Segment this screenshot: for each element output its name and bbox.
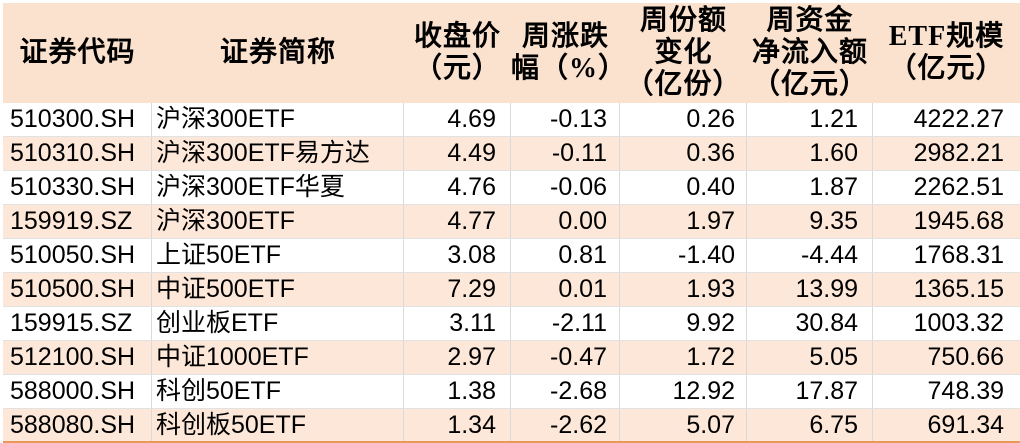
cell-code: 588080.SH <box>3 409 152 441</box>
cell-etf-scale: 2982.21 <box>913 139 1004 167</box>
cell-name: 创业板ETF <box>152 307 404 340</box>
cell-name: 中证1000ETF <box>152 341 404 374</box>
cell-net-inflow: 1.21 <box>747 103 873 136</box>
cell-week-change: 0.81 <box>511 239 620 272</box>
table-row: 159919.SZ 沪深300ETF 4.77 0.00 1.97 9.35 1… <box>3 205 1020 239</box>
cell-code: 510050.SH <box>3 239 152 272</box>
cell-share-change: 12.92 <box>620 375 747 408</box>
cell-etf-scale: 691.34 <box>927 411 1004 439</box>
cell-etf-scale: 1365.15 <box>913 275 1004 303</box>
cell-share-change: 0.40 <box>620 171 747 204</box>
table-row: 510310.SH 沪深300ETF易方达 4.49 -0.11 0.36 1.… <box>3 137 1020 171</box>
cell-etf-scale: 1003.32 <box>913 309 1004 337</box>
cell-close: 3.08 <box>404 239 511 272</box>
cell-code: 510330.SH <box>3 171 152 204</box>
table-row: 510300.SH 沪深300ETF 4.69 -0.13 0.26 1.21 … <box>3 103 1020 137</box>
cell-name: 沪深300ETF <box>152 103 404 136</box>
cell-week-change: -2.62 <box>511 409 620 441</box>
cell-week-change: -2.68 <box>511 375 620 408</box>
cell-share-change: 5.07 <box>620 409 747 441</box>
cell-name: 沪深300ETF华夏 <box>152 171 404 204</box>
cell-week-change: -0.47 <box>511 341 620 374</box>
cell-week-change: -2.11 <box>511 307 620 340</box>
cell-etf-scale: 1945.68 <box>913 207 1004 235</box>
cell-net-inflow: 9.35 <box>747 205 873 238</box>
header-cell-week-change: 周涨跌 幅（%） <box>511 21 628 84</box>
cell-week-change: -0.13 <box>511 103 620 136</box>
cell-etf-scale: 748.39 <box>927 377 1004 405</box>
cell-code: 512100.SH <box>3 341 152 374</box>
cell-close: 3.11 <box>404 307 511 340</box>
cell-close: 4.69 <box>404 103 511 136</box>
header-cell-close: 收盘价 （元） <box>413 21 501 84</box>
cell-net-inflow: 1.87 <box>747 171 873 204</box>
cell-share-change: 9.92 <box>620 307 747 340</box>
cell-code: 510500.SH <box>3 273 152 306</box>
cell-etf-scale: 750.66 <box>927 343 1004 371</box>
cell-week-change: 0.00 <box>511 205 620 238</box>
cell-close: 7.29 <box>404 273 511 306</box>
cell-week-change: -0.11 <box>511 137 620 170</box>
header-cell-etf-scale: ETF规模 （亿元） <box>888 21 1005 84</box>
cell-close: 4.77 <box>404 205 511 238</box>
table-row: 510330.SH 沪深300ETF华夏 4.76 -0.06 0.40 1.8… <box>3 171 1020 205</box>
cell-code: 588000.SH <box>3 375 152 408</box>
cell-name: 沪深300ETF <box>152 205 404 238</box>
table-row: 510050.SH 上证50ETF 3.08 0.81 -1.40 -4.44 … <box>3 239 1020 273</box>
cell-etf-scale: 4222.27 <box>913 105 1004 133</box>
cell-net-inflow: 17.87 <box>747 375 873 408</box>
cell-name: 科创板50ETF <box>152 409 404 441</box>
cell-week-change: 0.01 <box>511 273 620 306</box>
cell-net-inflow: -4.44 <box>747 239 873 272</box>
table-row: 510500.SH 中证500ETF 7.29 0.01 1.93 13.99 … <box>3 273 1020 307</box>
cell-net-inflow: 6.75 <box>747 409 873 441</box>
cell-name: 沪深300ETF易方达 <box>152 137 404 170</box>
header-cell-name: 证券简称 <box>219 37 336 68</box>
cell-code: 159919.SZ <box>3 205 152 238</box>
cell-name: 科创50ETF <box>152 375 404 408</box>
cell-close: 2.97 <box>404 341 511 374</box>
cell-name: 中证500ETF <box>152 273 404 306</box>
cell-net-inflow: 1.60 <box>747 137 873 170</box>
etf-flow-table: 证券代码 证券简称 收盘价 （元） 周涨跌 幅（%） 周份额 变化 （亿份） 周… <box>3 3 1020 443</box>
header-cell-code: 证券代码 <box>19 37 136 68</box>
cell-share-change: 1.72 <box>620 341 747 374</box>
table-row: 588080.SH 科创板50ETF 1.34 -2.62 5.07 6.75 … <box>3 409 1020 441</box>
cell-close: 1.34 <box>404 409 511 441</box>
cell-code: 159915.SZ <box>3 307 152 340</box>
cell-net-inflow: 13.99 <box>747 273 873 306</box>
cell-share-change: 1.93 <box>620 273 747 306</box>
cell-close: 4.76 <box>404 171 511 204</box>
cell-week-change: -0.06 <box>511 171 620 204</box>
table-row: 588000.SH 科创50ETF 1.38 -2.68 12.92 17.87… <box>3 375 1020 409</box>
cell-close: 4.49 <box>404 137 511 170</box>
cell-share-change: 0.26 <box>620 103 747 136</box>
cell-code: 510300.SH <box>3 103 152 136</box>
table-row: 159915.SZ 创业板ETF 3.11 -2.11 9.92 30.84 1… <box>3 307 1020 341</box>
cell-etf-scale: 2262.51 <box>913 173 1004 201</box>
table-row: 512100.SH 中证1000ETF 2.97 -0.47 1.72 5.05… <box>3 341 1020 375</box>
header-cell-share-change: 周份额 变化 （亿份） <box>625 5 742 100</box>
cell-close: 1.38 <box>404 375 511 408</box>
header-cell-net-inflow: 周资金 净流入额 （亿元） <box>751 5 868 100</box>
cell-net-inflow: 30.84 <box>747 307 873 340</box>
cell-share-change: 0.36 <box>620 137 747 170</box>
cell-share-change: -1.40 <box>620 239 747 272</box>
cell-net-inflow: 5.05 <box>747 341 873 374</box>
cell-name: 上证50ETF <box>152 239 404 272</box>
table-header-row: 证券代码 证券简称 收盘价 （元） 周涨跌 幅（%） 周份额 变化 （亿份） 周… <box>3 3 1020 103</box>
cell-code: 510310.SH <box>3 137 152 170</box>
table-body: 510300.SH 沪深300ETF 4.69 -0.13 0.26 1.21 … <box>3 103 1020 441</box>
cell-etf-scale: 1768.31 <box>913 241 1004 269</box>
cell-share-change: 1.97 <box>620 205 747 238</box>
